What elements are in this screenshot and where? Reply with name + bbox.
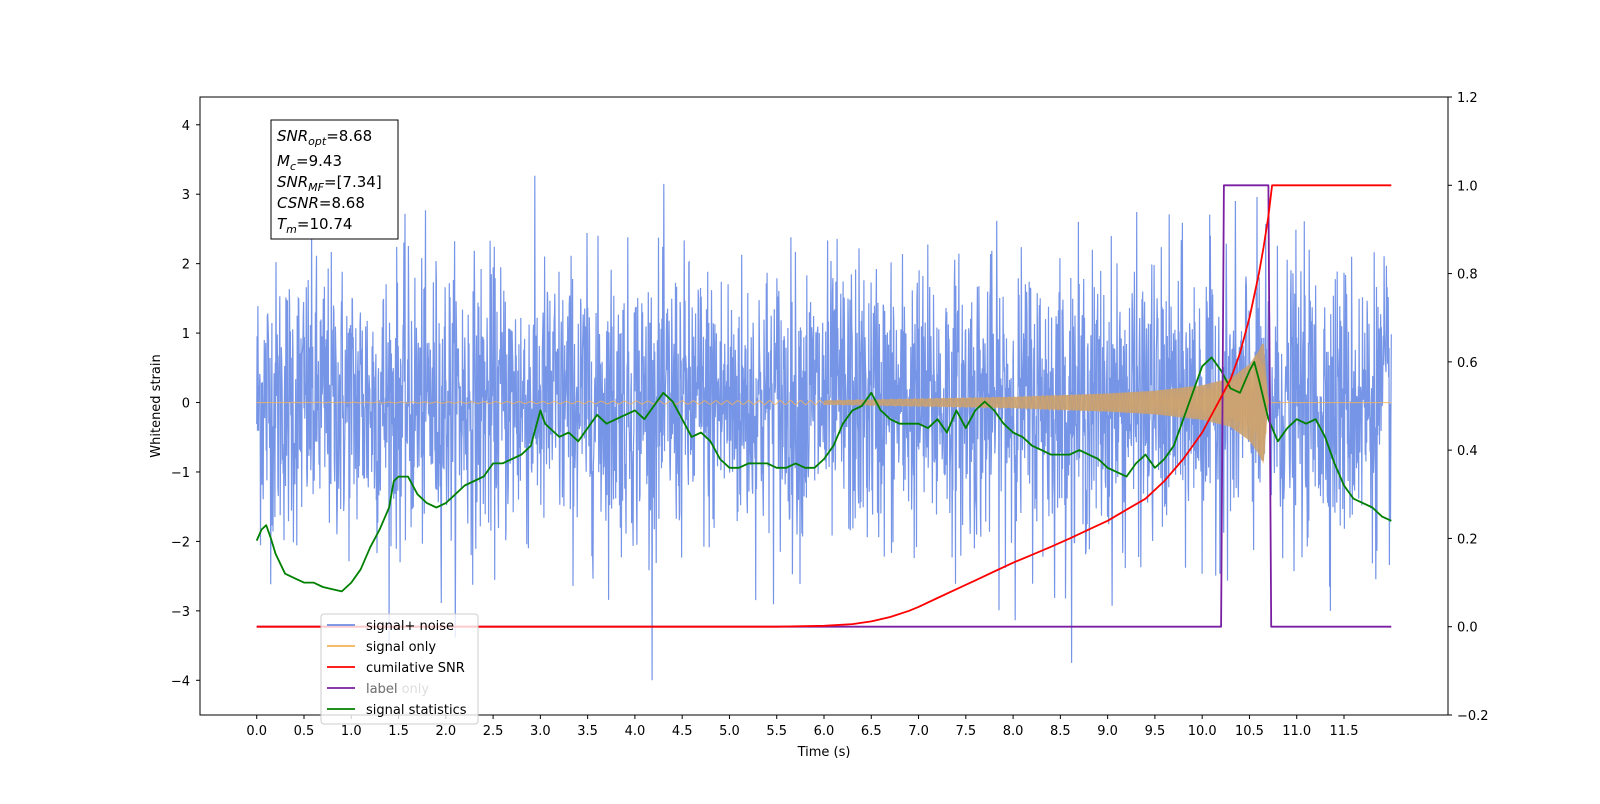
y-right-tick-label: 1.0	[1457, 179, 1478, 194]
legend-entry-cumulative-snr: cumilative SNR	[366, 661, 465, 676]
y-left-tick-label: 1	[182, 327, 190, 342]
stats-value: =8.68	[319, 194, 365, 212]
x-axis-title: Time (s)	[797, 745, 851, 760]
y-right-tick-label: 0.2	[1457, 532, 1478, 547]
x-tick-label: 0.0	[246, 724, 267, 739]
y-right-tick-label: 0.0	[1457, 621, 1478, 636]
stats-var: M	[277, 152, 290, 170]
y-left-tick-label: −2	[171, 535, 190, 550]
stats-value: =10.74	[297, 215, 353, 233]
x-tick-label: 2.0	[435, 724, 456, 739]
x-tick-label: 11.0	[1282, 724, 1311, 739]
x-tick-label: 7.0	[908, 724, 929, 739]
y-left-tick-label: 3	[182, 188, 190, 203]
y-left-tick-label: −1	[171, 466, 190, 481]
series-cumulative-snr	[256, 184, 1392, 628]
x-tick-label: 6.0	[814, 724, 835, 739]
x-tick-label: 4.0	[625, 724, 646, 739]
x-tick-label: 9.0	[1097, 724, 1118, 739]
stats-line-mc: Mc=9.43	[277, 152, 342, 173]
y-left-tick-label: 4	[182, 119, 190, 134]
x-tick-label: 10.5	[1235, 724, 1264, 739]
stats-value: =[7.34]	[324, 173, 382, 191]
stats-line-snr-opt: SNRopt=8.68	[277, 127, 372, 148]
stats-var: SNR	[277, 127, 308, 145]
legend-entry-label-only-ghost: label only	[366, 682, 429, 697]
stats-line-tm: Tm=10.74	[277, 215, 352, 236]
x-tick-label: 3.5	[577, 724, 598, 739]
y-axis-title: Whitened strain	[149, 354, 164, 457]
y-right-tick-label: 0.6	[1457, 356, 1478, 371]
x-tick-label: 0.5	[294, 724, 315, 739]
x-tick-label: 1.0	[341, 724, 362, 739]
x-tick-label: 1.5	[388, 724, 409, 739]
y-axis-right: 1.2 1.0 0.8 0.6 0.4 0.2 0.0 −0.2	[1448, 91, 1489, 724]
x-tick-label: 5.0	[719, 724, 740, 739]
stats-var: T	[277, 215, 288, 233]
x-tick-label: 8.0	[1003, 724, 1024, 739]
stats-value: =8.68	[326, 127, 372, 145]
y-left-tick-label: 2	[182, 258, 190, 273]
legend-entry-signal: signal only	[366, 640, 436, 655]
y-axis-left: 4 3 2 1 0 −1 −2 −3 −4	[171, 119, 200, 689]
x-tick-label: 7.5	[955, 724, 976, 739]
x-axis: 0.0 0.5 1.0 1.5 2.0 2.5 3.0 3.5 4.0 4.5 5.0 5.5 6.0 6…	[246, 715, 1358, 739]
stats-sub: m	[286, 223, 297, 236]
stats-box-frame	[270, 119, 399, 240]
legend: signal+ noise signal only cumilative SNR…	[320, 613, 479, 725]
legend-entry-signal-statistics: signal statistics	[366, 703, 467, 718]
x-tick-label: 3.0	[530, 724, 551, 739]
stats-sub: opt	[308, 135, 327, 148]
series-layer	[255, 175, 1392, 681]
x-tick-label: 5.5	[766, 724, 787, 739]
y-left-tick-label: 0	[182, 397, 190, 412]
legend-frame	[320, 613, 479, 725]
x-tick-label: 11.5	[1330, 724, 1359, 739]
y-right-tick-label: 1.2	[1457, 91, 1478, 106]
stats-box: SNRopt=8.68 Mc=9.43 SNRMF=[7.34] CSNR=8.…	[270, 119, 399, 240]
stats-var: CSNR	[277, 194, 319, 212]
x-tick-label: 10.0	[1188, 724, 1217, 739]
series-signal-noise	[256, 175, 1392, 681]
stats-line-snr-mf: SNRMF=[7.34]	[277, 173, 382, 194]
y-left-tick-label: −4	[171, 674, 190, 689]
x-tick-label: 9.5	[1145, 724, 1166, 739]
series-signal-only-envelope	[824, 343, 1269, 462]
stats-sub: c	[290, 160, 296, 173]
y-left-tick-label: −3	[171, 605, 190, 620]
x-tick-label: 2.5	[483, 724, 504, 739]
series-signal-statistics	[255, 356, 1392, 593]
stats-value: =9.43	[296, 152, 342, 170]
legend-entry-label: label	[366, 682, 397, 697]
y-right-tick-label: −0.2	[1457, 709, 1489, 724]
x-tick-label: 4.5	[672, 724, 693, 739]
stats-var: SNR	[277, 173, 308, 191]
x-tick-label: 6.5	[861, 724, 882, 739]
stats-sub: MF	[308, 181, 324, 194]
y-right-tick-label: 0.4	[1457, 444, 1478, 459]
stats-line-csnr: CSNR=8.68	[277, 194, 365, 212]
series-label	[256, 184, 1392, 628]
y-right-tick-label: 0.8	[1457, 268, 1478, 283]
x-tick-label: 8.5	[1050, 724, 1071, 739]
legend-entry-noise: signal+ noise	[366, 619, 454, 634]
